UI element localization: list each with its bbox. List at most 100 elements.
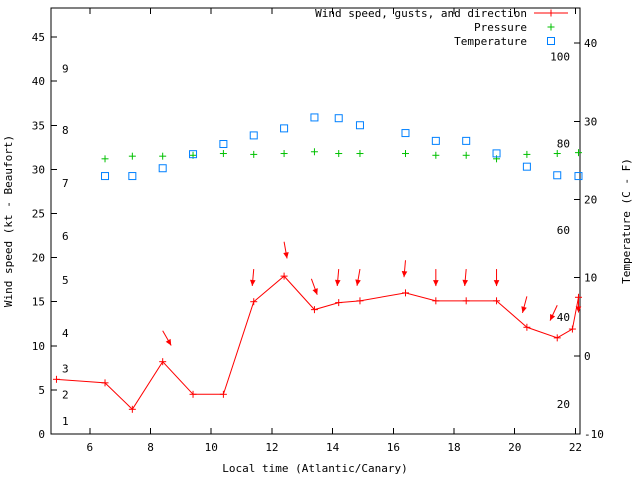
y-tick-label: 35 — [32, 119, 45, 132]
x-tick-label: 16 — [387, 441, 400, 454]
fahrenheit-scale-label: 100 — [550, 51, 570, 64]
pressure-series — [101, 148, 582, 163]
gust-arrow — [283, 241, 289, 259]
legend-label-temperature: Temperature — [454, 35, 527, 48]
y-tick-label: 30 — [32, 163, 45, 176]
wind-speed-marker — [280, 272, 288, 280]
wind-speed-marker — [523, 323, 531, 331]
temperature-marker — [401, 129, 410, 138]
temperature-marker — [101, 172, 110, 181]
plot-layer: 6 8 10 12 14 16 18 20 22051015202530354045-10010… — [32, 7, 604, 454]
wind-speed-marker — [219, 390, 227, 398]
gust-arrow — [355, 268, 361, 286]
beaufort-scale-label: 7 — [62, 177, 69, 190]
beaufort-scale-label: 9 — [62, 62, 69, 75]
pressure-marker — [574, 149, 582, 157]
x-tick-label: 18 — [447, 441, 460, 454]
gust-arrow — [401, 260, 408, 278]
wind-speed-marker — [335, 299, 343, 307]
y2-tick-label: -10 — [584, 428, 604, 441]
pressure-marker — [101, 155, 109, 163]
legend-marker — [547, 23, 555, 31]
fahrenheit-scale-label: 80 — [557, 137, 570, 150]
pressure-marker — [493, 155, 501, 163]
beaufort-scale-label: 3 — [62, 362, 69, 375]
legend-sample-wind_speed — [534, 9, 568, 17]
wind-speed-marker — [462, 297, 470, 305]
legend-label-wind: Wind speed, gusts, and direction — [315, 7, 527, 20]
temperature-marker — [553, 171, 562, 180]
wind-speed-series — [52, 272, 582, 413]
temperature-marker — [334, 114, 343, 123]
gust-arrow — [433, 269, 439, 287]
wind-speed-marker — [553, 334, 561, 342]
beaufort-scale-label: 8 — [62, 124, 69, 137]
plot-border — [50, 7, 581, 435]
temperature-marker — [355, 121, 364, 130]
wind-speed-marker — [432, 297, 440, 305]
y-axis-title: Wind speed (kt - Beaufort) — [2, 135, 15, 307]
pressure-marker — [128, 152, 136, 160]
temperature-marker — [189, 150, 198, 159]
gust-arrow — [334, 269, 341, 287]
temperature-marker — [574, 172, 583, 181]
pressure-marker — [401, 150, 409, 158]
y-tick-label: 45 — [32, 31, 45, 44]
legend-marker — [547, 37, 555, 45]
pressure-marker — [432, 151, 440, 159]
gust-arrow — [162, 330, 172, 346]
pressure-marker — [280, 150, 288, 158]
temperature-marker — [158, 164, 167, 173]
wind-speed-line — [56, 275, 579, 411]
pressure-marker — [219, 150, 227, 158]
y2-tick-label: 40 — [584, 37, 597, 50]
wind-speed-marker — [401, 289, 409, 297]
pressure-marker — [310, 148, 318, 156]
x-tick-label: 20 — [508, 441, 521, 454]
pressure-marker — [335, 150, 343, 158]
pressure-marker — [523, 150, 531, 158]
temperature-marker — [219, 140, 228, 149]
legend-sample-pressure — [547, 23, 555, 31]
gust-arrow — [462, 269, 469, 287]
temperature-marker — [280, 124, 289, 133]
y-tick-label: 25 — [32, 208, 45, 221]
gust-arrow — [249, 269, 256, 287]
x-tick-label: 10 — [205, 441, 218, 454]
y2-tick-label: 0 — [584, 350, 591, 363]
legend-sample-temperature — [547, 37, 555, 45]
wind-speed-marker — [159, 358, 167, 366]
pressure-marker — [356, 150, 364, 158]
wind-speed-marker — [568, 325, 576, 333]
gust-arrow — [493, 269, 500, 287]
pressure-marker — [553, 150, 561, 158]
wind-speed-marker — [189, 390, 197, 398]
x-tick-label: 14 — [326, 441, 340, 454]
temperature-marker — [249, 131, 258, 140]
pressure-marker — [462, 151, 470, 159]
x-tick-label: 22 — [569, 441, 582, 454]
legend-label-pressure: Pressure — [474, 21, 527, 34]
temperature-marker — [462, 136, 471, 145]
beaufort-scale-label: 5 — [62, 274, 69, 287]
temperature-marker — [431, 136, 440, 145]
wind-speed-marker — [310, 306, 318, 314]
pressure-marker — [159, 152, 167, 160]
wind-speed-marker — [250, 298, 258, 306]
pressure-marker — [250, 150, 258, 158]
wind-speed-marker — [493, 297, 501, 305]
temperature-marker — [310, 113, 319, 122]
fahrenheit-scale-label: 60 — [557, 224, 570, 237]
y-tick-label: 40 — [32, 75, 45, 88]
y-tick-label: 0 — [38, 428, 45, 441]
wind-speed-marker — [52, 375, 60, 383]
beaufort-scale-label: 4 — [62, 327, 69, 340]
y-tick-label: 10 — [32, 340, 45, 353]
temperature-series — [101, 113, 583, 181]
fahrenheit-scale-label: 20 — [557, 398, 570, 411]
temperature-marker — [522, 162, 531, 171]
y2-tick-label: 10 — [584, 272, 597, 285]
wind-speed-marker — [356, 297, 364, 305]
